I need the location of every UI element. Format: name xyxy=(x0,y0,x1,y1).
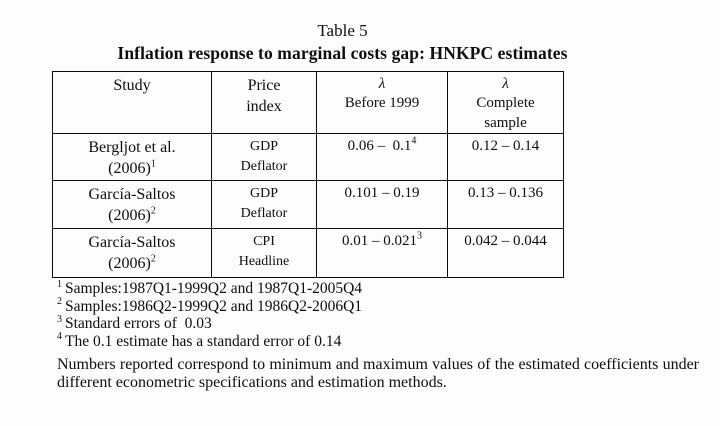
cell-study: García-Saltos (2006)2 xyxy=(52,180,212,229)
lambda-symbol: λ xyxy=(502,76,509,92)
table-row: García-Saltos (2006)2 CPI Headline 0.01 … xyxy=(52,228,564,278)
cell-price-index: GDP Deflator xyxy=(211,133,317,181)
cell-lambda-before: 0.01 – 0.0213 xyxy=(316,228,448,278)
footnotes-block: 1 Samples:1987Q1-1999Q2 and 1987Q1-2005Q4… xyxy=(57,278,363,350)
header-lambda-complete: λ Complete sample xyxy=(447,71,564,134)
cell-study: Bergljot et al. (2006)1 xyxy=(52,133,212,181)
cell-study: García-Saltos (2006)2 xyxy=(52,228,212,278)
header-price-index: Price index xyxy=(211,71,317,134)
table-header-row: Study Price index λ Before 1999 λ Comple… xyxy=(52,71,564,134)
footnote: 2 Samples:1986Q2-1999Q2 and 1986Q2-2006Q1 xyxy=(57,296,363,315)
table-row: García-Saltos (2006)2 GDP Deflator 0.101… xyxy=(52,180,564,229)
cell-lambda-complete: 0.12 – 0.14 xyxy=(447,133,564,181)
table-title: Inflation response to marginal costs gap… xyxy=(117,43,568,63)
notes-paragraph: Numbers reported correspond to minimum a… xyxy=(57,356,699,391)
header-study: Study xyxy=(52,71,212,134)
header-lambda-before: λ Before 1999 xyxy=(316,71,448,134)
lambda-symbol: λ xyxy=(378,76,386,92)
table-heading: Table 5 Inflation response to marginal c… xyxy=(50,21,635,63)
cell-lambda-complete: 0.13 – 0.136 xyxy=(447,180,564,229)
footnote: 3 Standard errors of 0.03 xyxy=(57,313,212,332)
cell-lambda-before: 0.101 – 0.19 xyxy=(316,180,448,229)
footnote: 1 Samples:1987Q1-1999Q2 and 1987Q1-2005Q4 xyxy=(57,278,363,297)
cell-lambda-complete: 0.042 – 0.044 xyxy=(447,228,564,278)
table-row: Bergljot et al. (2006)1 GDP Deflator 0.0… xyxy=(52,133,564,181)
cell-price-index: CPI Headline xyxy=(211,228,317,278)
cell-price-index: GDP Deflator xyxy=(211,180,317,229)
footnote: 4 The 0.1 estimate has a standard error o… xyxy=(57,331,342,350)
table-caption: Table 5 xyxy=(317,21,368,40)
cell-lambda-before: 0.06 – 0.14 xyxy=(316,133,448,181)
estimates-table: Study Price index λ Before 1999 λ Comple… xyxy=(52,71,564,278)
